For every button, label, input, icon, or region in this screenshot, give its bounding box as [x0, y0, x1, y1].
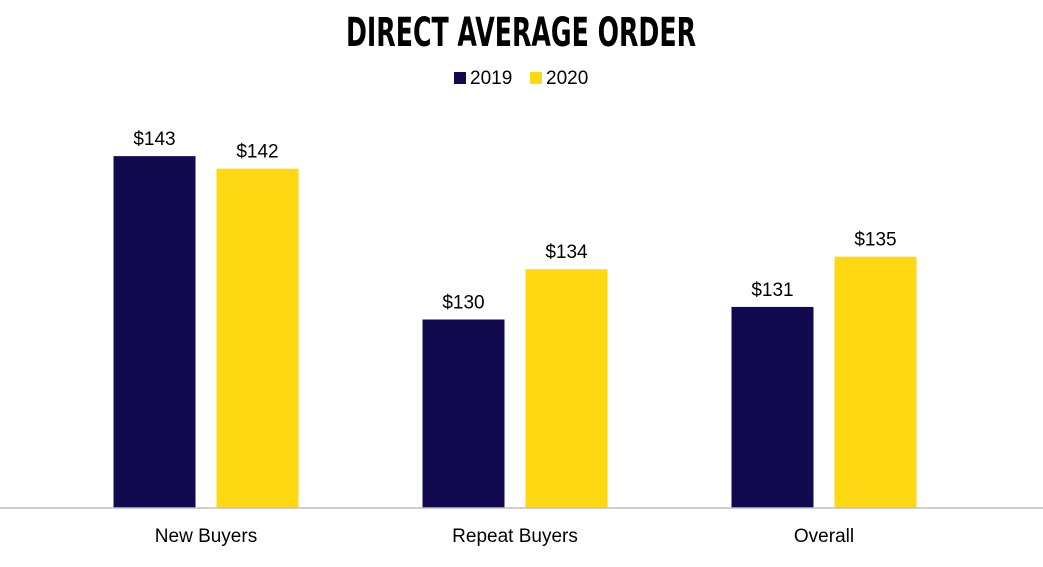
- legend-label-2020: 2020: [546, 68, 588, 89]
- category-label-new-buyers: New Buyers: [155, 526, 257, 547]
- value-labels-group: $143 $142 $130 $134 $131 $135: [133, 129, 896, 313]
- bar-repeat-buyers-2020: [525, 269, 608, 508]
- legend: 2019 2020: [454, 68, 588, 89]
- bar-new-buyers-2019: [113, 156, 196, 508]
- category-labels-group: New Buyers Repeat Buyers Overall: [155, 526, 854, 547]
- category-label-overall: Overall: [794, 526, 854, 547]
- data-label-repeat-buyers-2019: $130: [442, 293, 484, 314]
- data-label-overall-2020: $135: [854, 230, 896, 251]
- legend-label-2019: 2019: [470, 68, 512, 89]
- bar-overall-2019: [731, 306, 814, 508]
- data-label-new-buyers-2019: $143: [133, 129, 175, 150]
- bar-overall-2020: [834, 256, 917, 508]
- chart-title: DIRECT AVERAGE ORDER: [346, 10, 696, 56]
- data-label-new-buyers-2020: $142: [236, 142, 278, 163]
- data-label-overall-2019: $131: [751, 280, 793, 301]
- bar-repeat-buyers-2019: [422, 319, 505, 508]
- legend-swatch-2020: [530, 72, 542, 84]
- category-label-repeat-buyers: Repeat Buyers: [452, 526, 578, 547]
- bar-new-buyers-2020: [216, 168, 299, 508]
- bars-group: [113, 156, 917, 508]
- legend-swatch-2019: [454, 72, 466, 84]
- data-label-repeat-buyers-2020: $134: [545, 242, 588, 263]
